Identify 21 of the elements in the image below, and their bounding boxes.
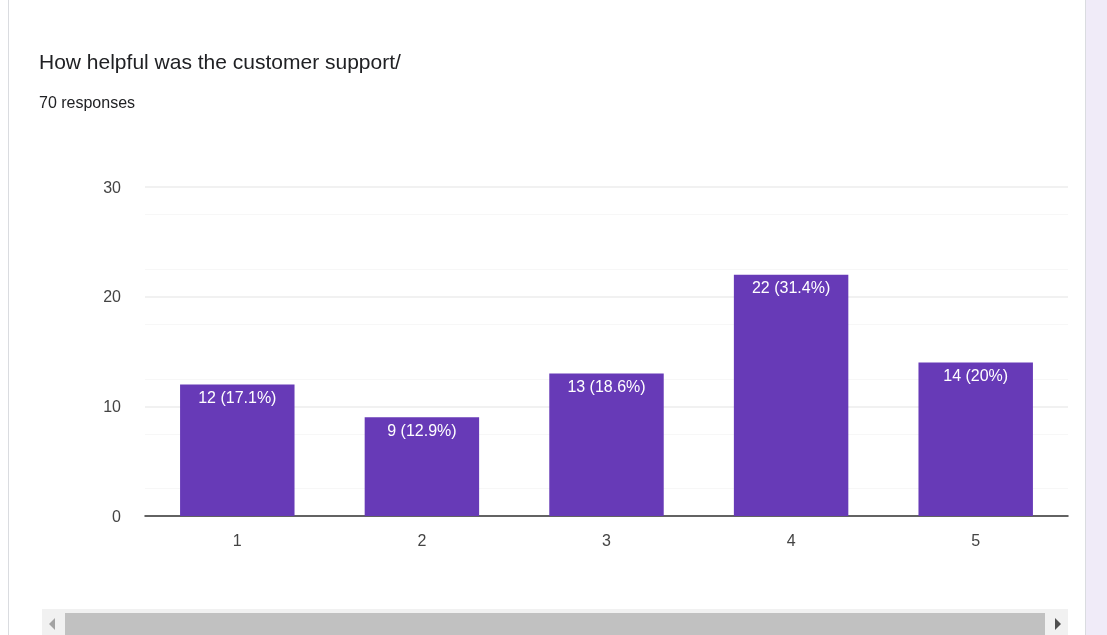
data-label: 22 (31.4%) bbox=[751, 279, 831, 297]
y-tick-label: 30 bbox=[103, 178, 122, 196]
data-label: 12 (17.1%) bbox=[198, 388, 277, 406]
y-tick-label: 20 bbox=[103, 288, 122, 306]
bar bbox=[918, 362, 1033, 516]
x-tick-label: 2 bbox=[417, 531, 427, 549]
x-tick-label: 4 bbox=[786, 531, 796, 549]
bar bbox=[733, 274, 849, 516]
data-label: 14 (20%) bbox=[943, 366, 1009, 384]
y-tick-label: 0 bbox=[112, 507, 122, 525]
chart-subtitle: 70 responses bbox=[39, 93, 136, 111]
x-tick-label: 1 bbox=[232, 531, 242, 549]
bar bbox=[180, 384, 295, 516]
x-tick-label: 3 bbox=[602, 531, 612, 549]
x-tick-label: 5 bbox=[971, 531, 981, 549]
y-tick-label: 10 bbox=[103, 397, 122, 415]
bar bbox=[364, 417, 480, 516]
data-label: 13 (18.6%) bbox=[567, 377, 646, 395]
data-label: 9 (12.9%) bbox=[387, 421, 457, 439]
bar bbox=[549, 373, 664, 516]
chart-title: How helpful was the customer support/ bbox=[39, 50, 402, 73]
